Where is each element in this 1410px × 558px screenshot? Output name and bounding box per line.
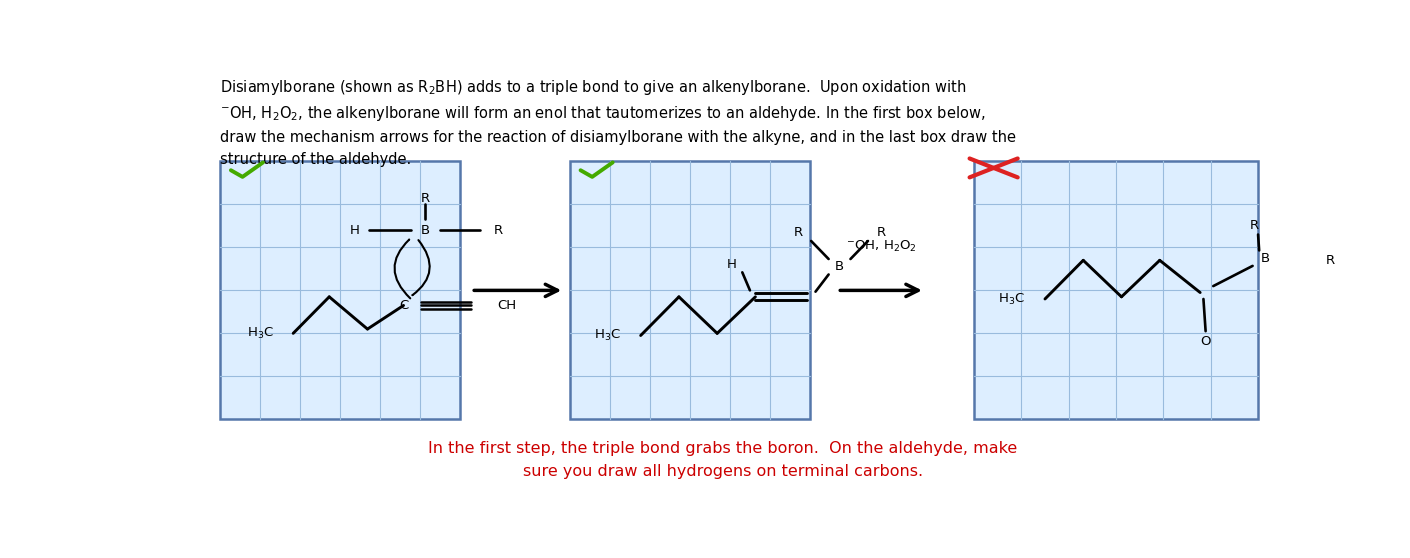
Text: H$_3$C: H$_3$C [998, 291, 1025, 306]
Bar [570, 161, 809, 419]
Text: B: B [835, 260, 845, 273]
Text: R: R [1325, 254, 1335, 267]
Bar [220, 161, 460, 419]
Text: B: B [420, 224, 430, 237]
Text: $^{-}$OH, H$_2$O$_2$: $^{-}$OH, H$_2$O$_2$ [846, 239, 916, 254]
Text: R: R [495, 224, 503, 237]
Text: In the first step, the triple bond grabs the boron.  On the aldehyde, make
sure : In the first step, the triple bond grabs… [429, 441, 1017, 479]
Text: H: H [726, 258, 736, 271]
Text: R: R [1251, 219, 1259, 233]
Text: H$_3$C: H$_3$C [247, 326, 274, 341]
FancyArrowPatch shape [413, 240, 430, 295]
Text: B: B [1261, 252, 1270, 264]
Text: O: O [1200, 335, 1211, 348]
Text: CH: CH [498, 299, 516, 312]
Text: H: H [350, 224, 360, 237]
Text: Disiamylborane (shown as R$_2$BH) adds to a triple bond to give an alkenylborane: Disiamylborane (shown as R$_2$BH) adds t… [220, 78, 1017, 167]
FancyArrowPatch shape [395, 239, 410, 299]
Bar [974, 161, 1258, 419]
Text: H$_3$C: H$_3$C [594, 328, 620, 343]
Text: C: C [399, 299, 407, 312]
Text: R: R [420, 191, 430, 204]
Text: R: R [877, 226, 885, 239]
Text: R: R [794, 226, 802, 239]
